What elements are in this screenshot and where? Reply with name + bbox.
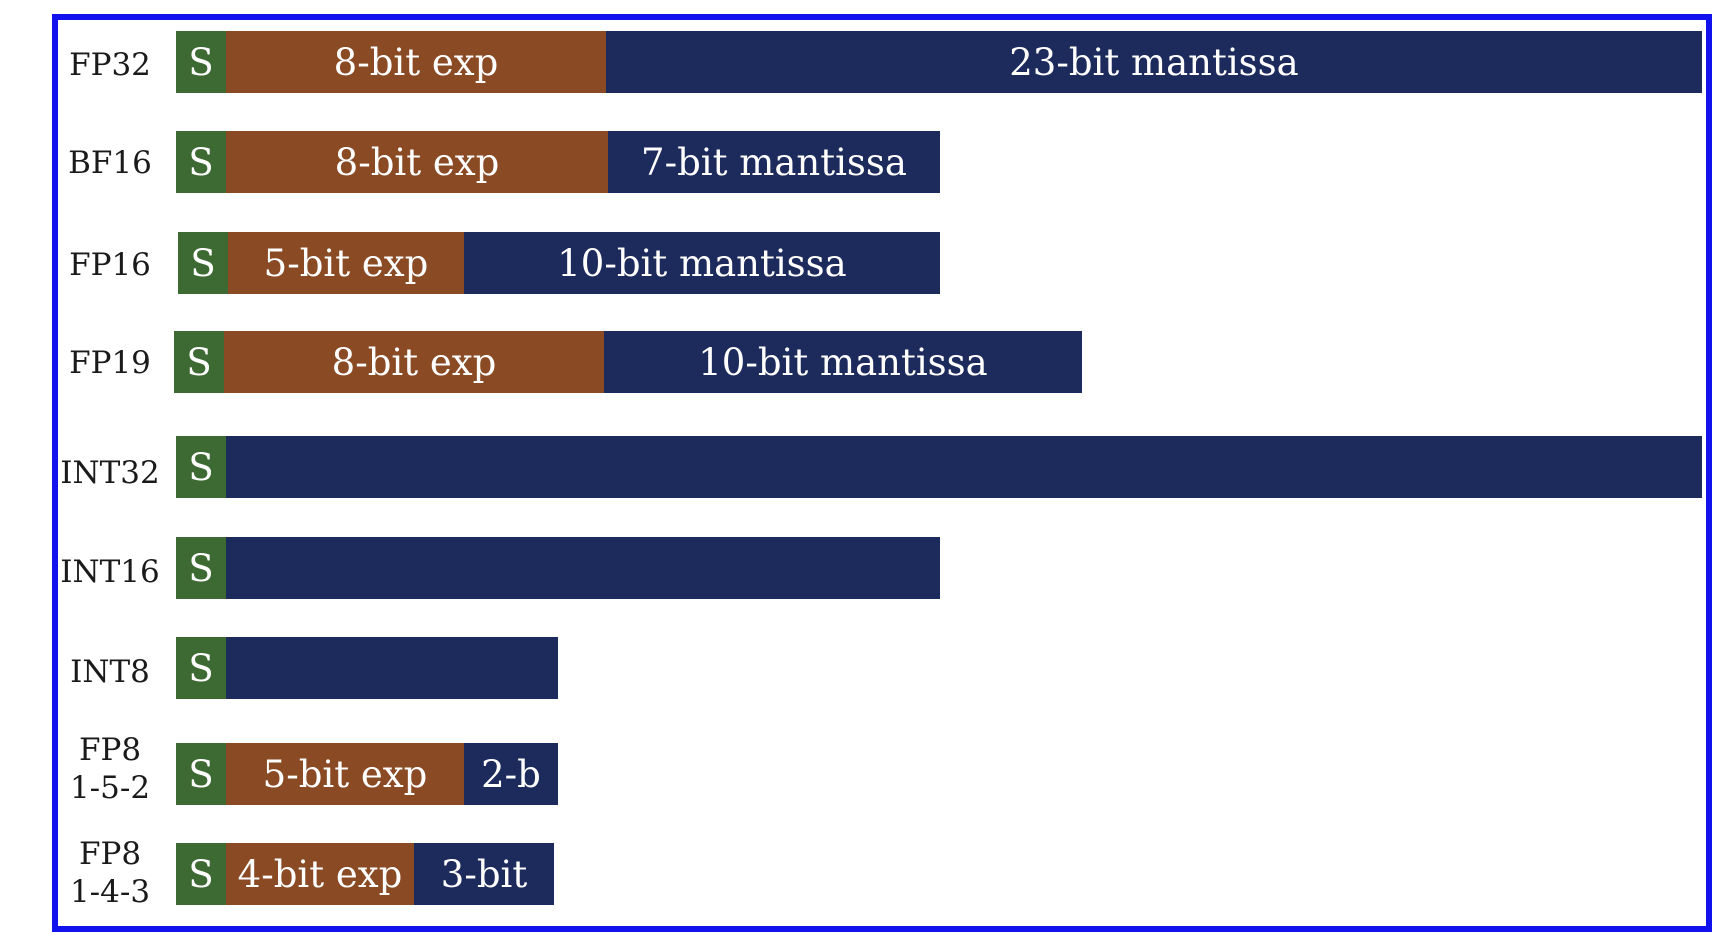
bar-fp8-152: S 5-bit exp 2-b [176, 743, 558, 805]
exponent-segment: 8-bit exp [226, 31, 606, 93]
sign-bit-segment: S [176, 843, 226, 905]
row-label-line: 1-5-2 [69, 770, 151, 806]
row-label-fp16: FP16 [50, 246, 170, 284]
integer-bits-segment [226, 537, 940, 599]
mantissa-segment: 7-bit mantissa [608, 131, 940, 193]
sign-bit-segment: S [176, 743, 226, 805]
row-label-fp32: FP32 [50, 46, 170, 84]
row-label-line: FP8 [78, 836, 142, 872]
row-label-int8: INT8 [50, 653, 170, 691]
exponent-segment: 5-bit exp [228, 232, 464, 294]
bar-int8: S [176, 637, 558, 699]
exponent-segment: 4-bit exp [226, 843, 414, 905]
row-label-line: 1-4-3 [69, 874, 151, 910]
row-label-line: FP19 [69, 345, 151, 381]
bar-bf16: S 8-bit exp 7-bit mantissa [176, 131, 940, 193]
integer-bits-segment [226, 436, 1702, 498]
row-label-bf16: BF16 [50, 144, 170, 182]
integer-bits-segment [226, 637, 558, 699]
sign-bit-segment: S [176, 637, 226, 699]
bar-fp32: S 8-bit exp 23-bit mantissa [176, 31, 1702, 93]
row-label-line: FP32 [69, 47, 151, 83]
sign-bit-segment: S [176, 537, 226, 599]
row-label-line: INT16 [60, 554, 160, 590]
exponent-segment: 5-bit exp [226, 743, 464, 805]
row-label-line: INT32 [60, 455, 160, 491]
sign-bit-segment: S [174, 331, 224, 393]
sign-bit-segment: S [176, 31, 226, 93]
exponent-segment: 8-bit exp [226, 131, 608, 193]
mantissa-segment: 2-b [464, 743, 558, 805]
row-label-int16: INT16 [50, 553, 170, 591]
mantissa-segment: 10-bit mantissa [464, 232, 940, 294]
row-label-int32: INT32 [50, 454, 170, 492]
exponent-segment: 8-bit exp [224, 331, 604, 393]
sign-bit-segment: S [176, 436, 226, 498]
mantissa-segment: 3-bit [414, 843, 554, 905]
bar-int16: S [176, 537, 940, 599]
row-label-fp19: FP19 [50, 344, 170, 382]
bar-int32: S [176, 436, 1702, 498]
row-label-line: FP8 [78, 732, 142, 768]
bar-fp19: S 8-bit exp 10-bit mantissa [174, 331, 1082, 393]
row-label-line: FP16 [69, 247, 151, 283]
row-label-fp8-143: FP8 1-4-3 [50, 835, 170, 911]
bar-fp16: S 5-bit exp 10-bit mantissa [178, 232, 940, 294]
row-label-line: INT8 [70, 654, 150, 690]
mantissa-segment: 23-bit mantissa [606, 31, 1702, 93]
sign-bit-segment: S [176, 131, 226, 193]
sign-bit-segment: S [178, 232, 228, 294]
mantissa-segment: 10-bit mantissa [604, 331, 1082, 393]
row-label-fp8-152: FP8 1-5-2 [50, 731, 170, 807]
bar-fp8-143: S 4-bit exp 3-bit [176, 843, 554, 905]
row-label-line: BF16 [68, 145, 152, 181]
